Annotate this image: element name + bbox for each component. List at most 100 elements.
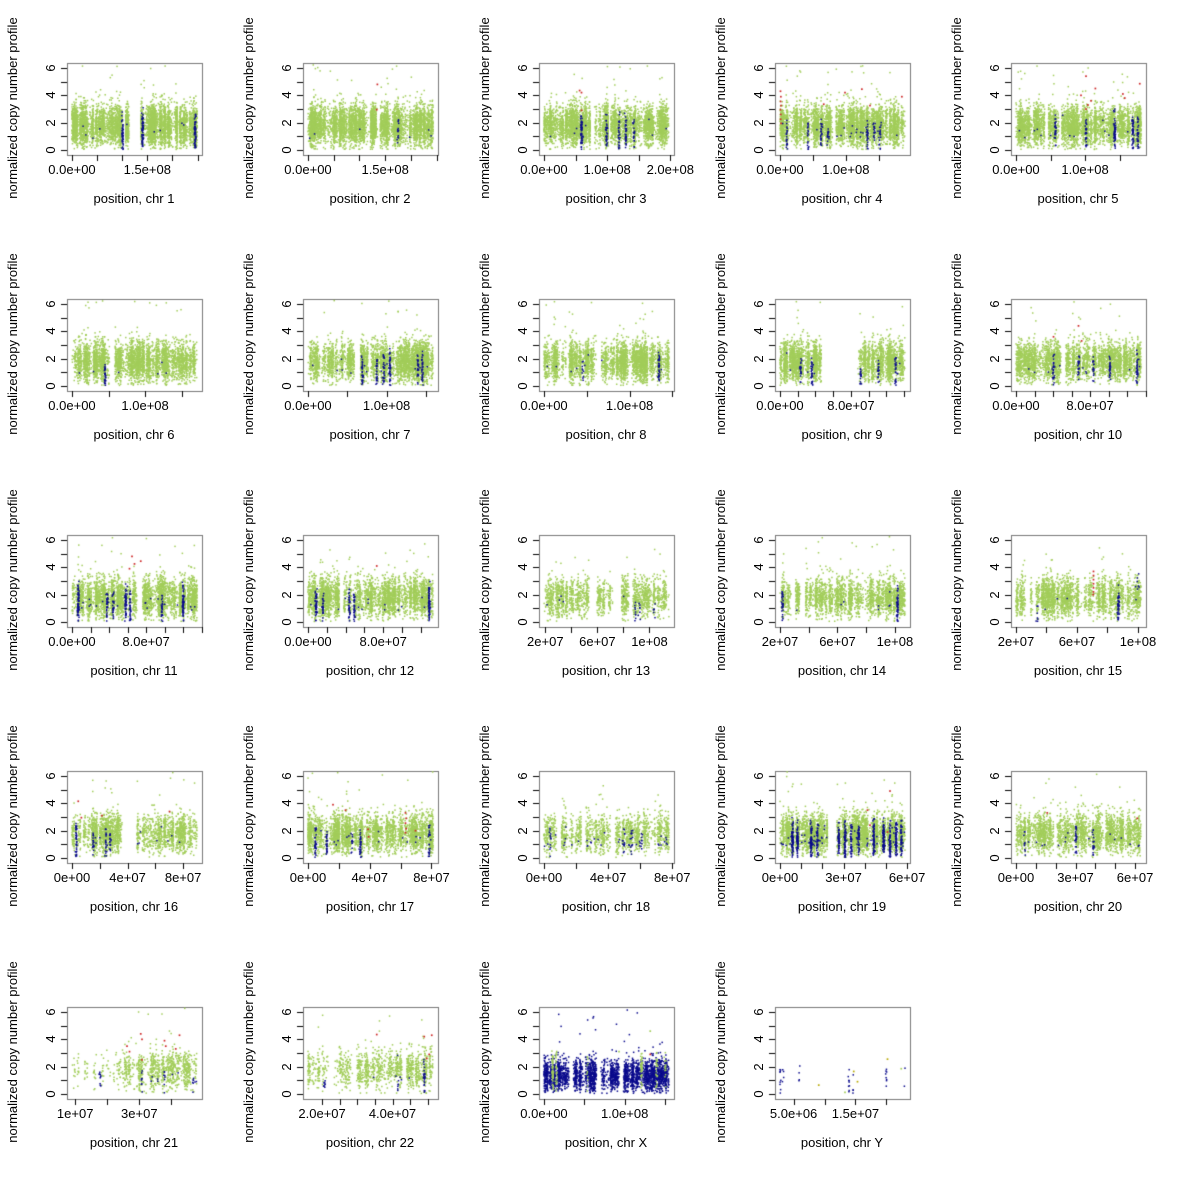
x-tick-label: 2.0e+08 [646, 162, 694, 177]
x-tick-label: 6e+07 [1116, 870, 1154, 885]
x-tick-label: 4.0e+07 [368, 1106, 417, 1121]
x-tick-label: 1e+07 [56, 1106, 94, 1121]
y-tick-label: 2 [279, 827, 294, 835]
y-tick-label: 2 [515, 827, 530, 835]
y-tick-label: 0 [43, 1090, 58, 1098]
scatter-canvas-chrY [708, 944, 944, 1180]
x-tick-label: 0.0e+00 [48, 634, 96, 649]
y-tick-label: 2 [987, 355, 1002, 363]
x-tick-label: 4e+07 [351, 870, 388, 885]
y-tick-label: 6 [279, 300, 294, 308]
x-tick-label: 3e+07 [121, 1106, 158, 1121]
y-axis-title: normalized copy number profile [477, 253, 492, 435]
y-axis-title: normalized copy number profile [5, 725, 20, 907]
x-tick-label: 8e+07 [413, 870, 450, 885]
x-tick-label: 1e+08 [1119, 634, 1157, 649]
y-tick-label: 4 [751, 563, 766, 571]
y-tick-label: 2 [43, 591, 58, 599]
x-tick-label: 5.0e+06 [769, 1106, 818, 1121]
x-tick-label: 6e+07 [819, 634, 856, 649]
x-tick-label: 0e+00 [289, 870, 327, 885]
x-axis-title: position, chr 20 [1033, 899, 1123, 914]
y-axis-title: normalized copy number profile [713, 17, 728, 199]
x-axis-title: position, chr 6 [93, 427, 175, 442]
x-tick-label: 1e+08 [631, 634, 668, 649]
y-tick-label: 0 [751, 146, 766, 154]
y-tick-label: 0 [279, 382, 294, 390]
y-tick-label: 4 [751, 1035, 766, 1043]
y-axis-title: normalized copy number profile [5, 253, 20, 435]
y-tick-label: 4 [987, 563, 1002, 571]
y-tick-label: 6 [751, 536, 766, 544]
x-axis-title: position, chr 11 [90, 663, 178, 678]
plot-cell-chr9: normalized copy number profile 0 2 4 6 0.0e+0… [708, 236, 944, 472]
x-axis-title: position, chr 18 [561, 899, 651, 914]
plot-cell-chr4: normalized copy number profile 0 2 4 6 0.0e+0… [708, 0, 944, 236]
y-tick-label: 6 [515, 300, 530, 308]
y-axis-title: normalized copy number profile [477, 17, 492, 199]
y-axis-title: normalized copy number profile [241, 489, 256, 671]
x-tick-label: 6e+07 [1058, 634, 1096, 649]
y-tick-label: 4 [515, 563, 530, 571]
plot-cell-chrX: normalized copy number profile 0 2 4 6 0.0e+0… [472, 944, 708, 1180]
y-tick-label: 4 [751, 799, 766, 807]
y-tick-label: 4 [43, 327, 58, 335]
y-axis-title: normalized copy number profile [241, 725, 256, 907]
y-tick-label: 0 [515, 618, 530, 626]
y-tick-label: 2 [43, 119, 58, 127]
y-tick-label: 2 [43, 1063, 58, 1071]
y-tick-label: 2 [515, 355, 530, 363]
scatter-canvas-chr9 [708, 236, 944, 472]
y-tick-label: 2 [515, 119, 530, 127]
y-axis-title: normalized copy number profile [477, 489, 492, 671]
x-tick-label: 0.0e+00 [284, 398, 332, 413]
y-tick-label: 0 [751, 382, 766, 390]
y-tick-label: 6 [751, 772, 766, 780]
scatter-canvas-chr14 [708, 472, 944, 708]
x-axis-title: position, chr 5 [1037, 191, 1119, 206]
x-tick-label: 8e+07 [653, 870, 691, 885]
y-tick-label: 2 [43, 355, 58, 363]
scatter-canvas-chr13 [472, 472, 708, 708]
x-axis-title: position, chr 21 [89, 1135, 179, 1150]
x-tick-label: 0e+00 [997, 870, 1035, 885]
y-tick-label: 6 [515, 1008, 530, 1016]
plot-cell-chr22: normalized copy number profile 0 2 4 6 2.0e+0… [236, 944, 472, 1180]
y-tick-label: 6 [43, 1008, 58, 1016]
plot-cell-chr13: normalized copy number profile 0 2 4 6 2e+07 6… [472, 472, 708, 708]
y-tick-label: 0 [43, 382, 58, 390]
x-axis-title: position, chr 19 [797, 899, 887, 914]
y-tick-label: 6 [279, 772, 294, 780]
y-tick-label: 2 [751, 827, 766, 835]
x-axis-title: position, chr X [564, 1135, 648, 1150]
x-axis-title: position, chr 4 [801, 191, 883, 206]
y-axis-title: normalized copy number profile [241, 17, 256, 199]
x-tick-label: 1.0e+08 [605, 398, 654, 413]
y-tick-label: 0 [279, 618, 294, 626]
y-tick-label: 4 [279, 563, 294, 571]
x-tick-label: 0.0e+00 [520, 162, 568, 177]
plot-cell-chr8: normalized copy number profile 0 2 4 6 0.0e+0… [472, 236, 708, 472]
y-tick-label: 6 [279, 536, 294, 544]
y-tick-label: 4 [515, 1035, 530, 1043]
scatter-canvas-chr18 [472, 708, 708, 944]
x-tick-label: 1.5e+07 [831, 1106, 880, 1121]
x-axis-title: position, chr 15 [1033, 663, 1123, 678]
plot-cell-chr19: normalized copy number profile 0 2 4 6 0e+00 3… [708, 708, 944, 944]
x-tick-label: 2.0e+07 [298, 1106, 346, 1121]
y-tick-label: 0 [43, 146, 58, 154]
plot-cell-chr6: normalized copy number profile 0 2 4 6 0.0e+0… [0, 236, 236, 472]
scatter-canvas-chr1 [0, 0, 236, 236]
x-tick-label: 1.5e+08 [123, 162, 171, 177]
y-axis-title: normalized copy number profile [241, 961, 256, 1143]
x-tick-label: 1.0e+08 [1061, 162, 1109, 177]
y-tick-label: 4 [751, 327, 766, 335]
y-tick-label: 6 [43, 300, 58, 308]
x-tick-label: 1.5e+08 [361, 162, 409, 177]
y-tick-label: 2 [751, 1063, 766, 1071]
x-tick-label: 0.0e+00 [48, 398, 96, 413]
x-tick-label: 2e+07 [997, 634, 1035, 649]
y-axis-title: normalized copy number profile [5, 489, 20, 671]
y-tick-label: 4 [751, 91, 766, 99]
